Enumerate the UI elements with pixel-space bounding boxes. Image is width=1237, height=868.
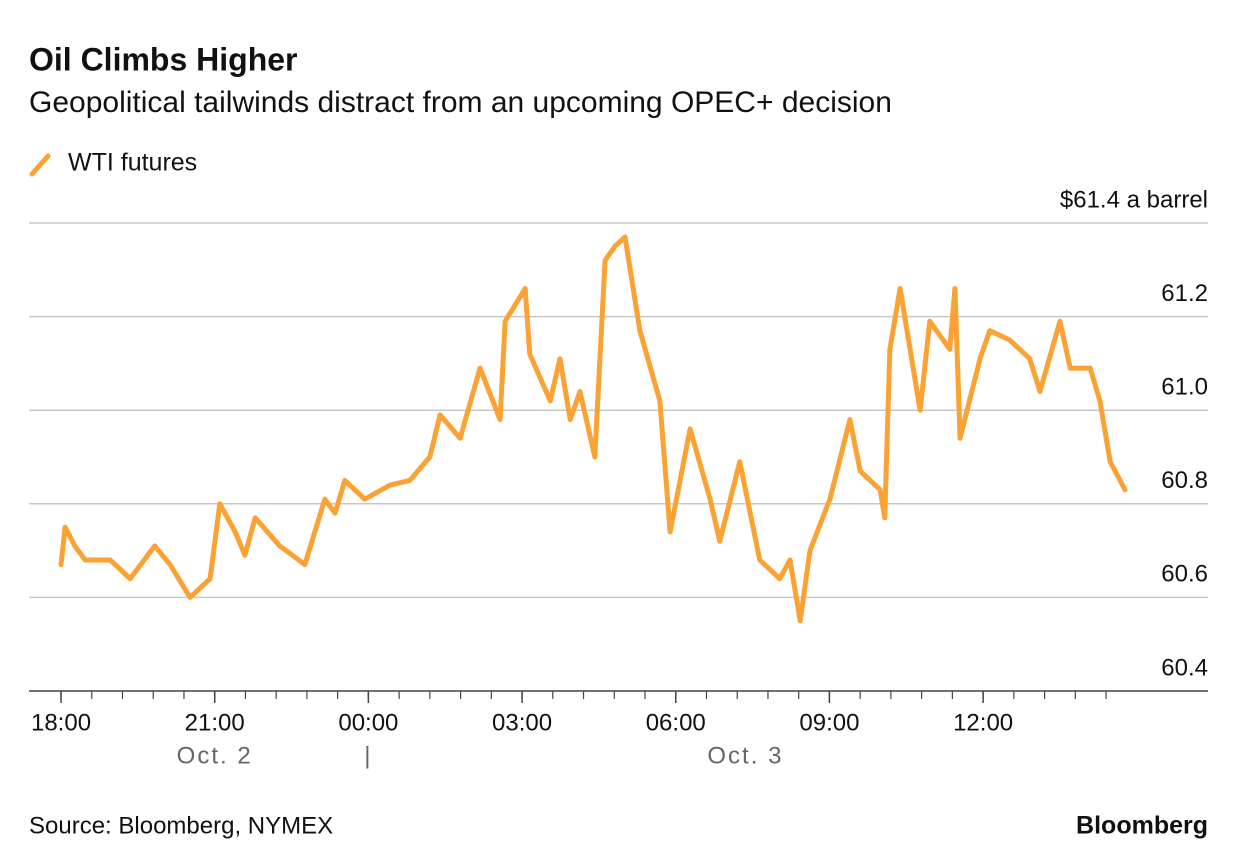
x-tick-label: 12:00 — [953, 709, 1013, 736]
legend-label: WTI futures — [68, 149, 197, 177]
y-tick-label: $61.4 a barrel — [1060, 186, 1208, 213]
date-label: Oct. 2 — [177, 742, 253, 769]
source: Source: Bloomberg, NYMEX — [29, 812, 333, 839]
y-tick-label: 61.2 — [1161, 280, 1208, 307]
brand: Bloomberg — [1076, 812, 1208, 840]
date-label: | — [364, 742, 372, 769]
x-tick-label: 03:00 — [492, 709, 552, 736]
x-tick-label: 21:00 — [185, 709, 245, 736]
y-tick-label: 60.6 — [1161, 561, 1208, 588]
chart-title: Oil Climbs Higher — [29, 41, 297, 77]
x-tick-label: 09:00 — [799, 709, 859, 736]
chart-subtitle: Geopolitical tailwinds distract from an … — [29, 86, 892, 119]
date-label: Oct. 3 — [707, 742, 783, 769]
y-tick-label: 61.0 — [1161, 374, 1208, 401]
y-tick-label: 60.8 — [1161, 467, 1208, 494]
x-tick-label: 06:00 — [646, 709, 706, 736]
data-line — [58, 234, 1128, 624]
x-tick-label: 18:00 — [31, 709, 91, 736]
x-tick-label: 00:00 — [338, 709, 398, 736]
legend-swatch — [29, 153, 51, 177]
y-tick-label: 60.4 — [1161, 654, 1208, 681]
